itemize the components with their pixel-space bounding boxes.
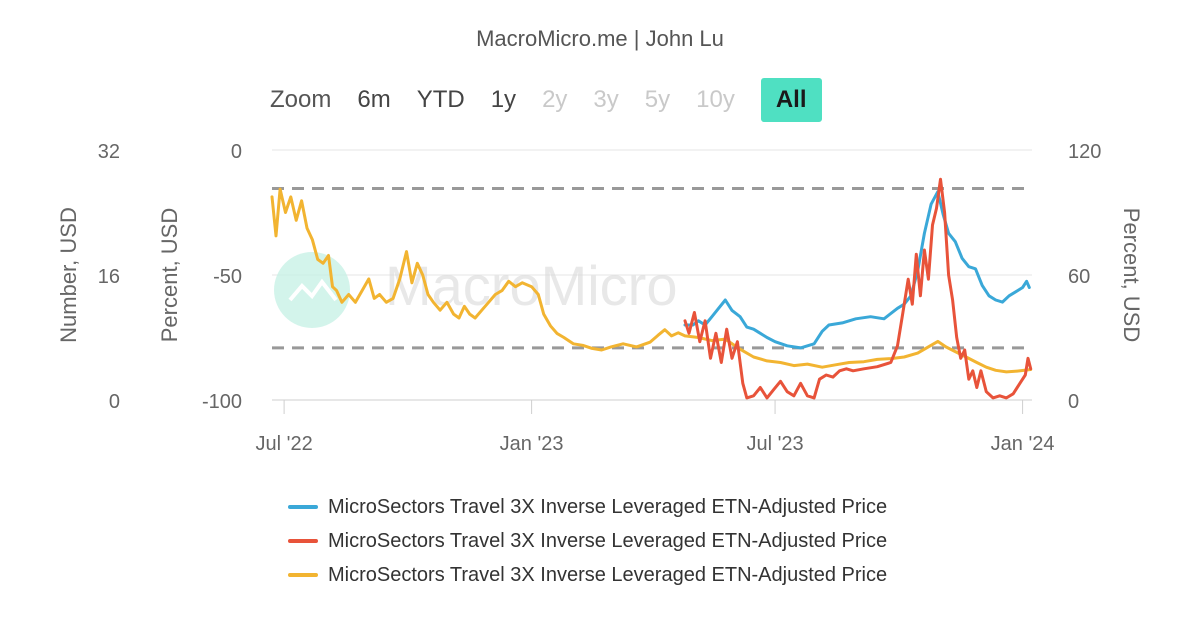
left-outer-tick-mid: 16 [98,266,120,288]
legend-item-blue[interactable]: MicroSectors Travel 3X Inverse Leveraged… [288,490,887,524]
axes-layer: 32 16 0 0 -50 -100 120 60 0 Number, USD … [56,141,1144,413]
zoom-bar: Zoom 6m YTD 1y 2y 3y 5y 10y All [270,78,848,122]
legend: MicroSectors Travel 3X Inverse Leveraged… [288,490,887,592]
zoom-10y-button[interactable]: 10y [696,86,735,113]
left-inner-tick-mid: -50 [213,266,242,288]
legend-label: MicroSectors Travel 3X Inverse Leveraged… [328,529,888,552]
zoom-2y-button[interactable]: 2y [542,86,568,113]
series-line-1 [683,177,1033,400]
right-tick-top: 120 [1068,141,1101,163]
left-outer-tick-bottom: 0 [109,391,120,413]
left-inner-tick-bottom: -100 [202,391,242,413]
watermark-logo-circle [274,252,350,328]
legend-swatch-blue [288,505,318,509]
series-line-0 [683,190,1031,350]
left-inner-axis-title: Percent, USD [157,208,182,343]
zoom-6m-button[interactable]: 6m [357,86,391,113]
zoom-label: Zoom [270,86,332,113]
legend-label: MicroSectors Travel 3X Inverse Leveraged… [328,563,888,586]
left-outer-axis-title: Number, USD [56,207,81,343]
right-tick-mid: 60 [1068,266,1090,288]
x-tick-label-1: Jan '23 [500,433,564,455]
x-tick-label-0: Jul '22 [256,433,313,455]
left-inner-tick-top: 0 [231,141,242,163]
x-axis: Jul '22 Jan '23 Jul '23 Jan '24 [256,399,1055,455]
x-tick-label-3: Jan '24 [991,433,1055,455]
watermark-logo-icon [288,278,338,302]
x-tick-label-2: Jul '23 [746,433,803,455]
chart-credit: MacroMicro.me | John Lu [476,26,724,51]
series-layer [270,177,1033,400]
legend-label: MicroSectors Travel 3X Inverse Leveraged… [328,495,888,518]
zoom-all-button[interactable]: All [760,78,822,122]
right-axis-title: Percent, USD [1119,208,1144,343]
right-tick-bottom: 0 [1068,391,1079,413]
zoom-5y-button[interactable]: 5y [644,86,671,113]
legend-item-red[interactable]: MicroSectors Travel 3X Inverse Leveraged… [288,524,887,558]
zoom-ytd-button[interactable]: YTD [416,86,465,113]
legend-swatch-yellow [288,573,318,577]
zoom-1y-button[interactable]: 1y [490,86,517,113]
legend-item-yellow[interactable]: MicroSectors Travel 3X Inverse Leveraged… [288,558,887,592]
left-outer-tick-top: 32 [98,141,120,163]
series-line-2 [270,187,1033,374]
legend-swatch-red [288,539,318,543]
zoom-3y-button[interactable]: 3y [593,86,619,113]
